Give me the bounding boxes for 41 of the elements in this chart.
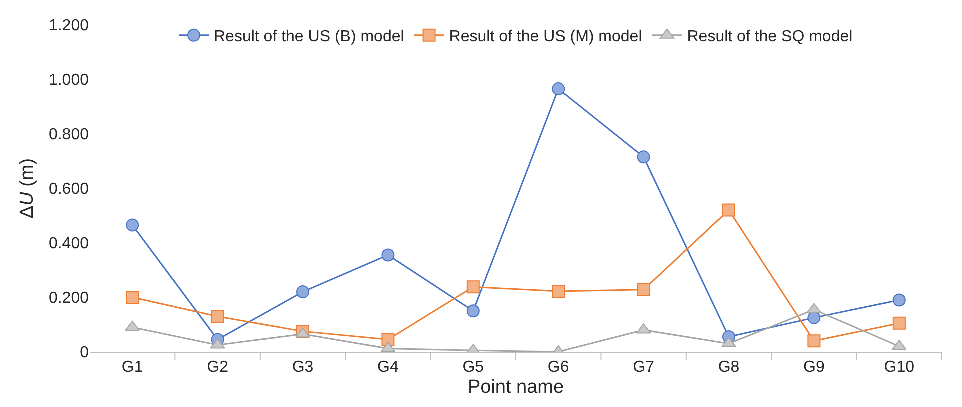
point: [126, 218, 140, 232]
point: [722, 204, 736, 217]
y-tick-label: 0.800: [48, 126, 90, 144]
x-tick-label: G4: [378, 359, 399, 376]
point: [466, 304, 480, 318]
x-tick-label: G2: [207, 359, 229, 376]
y-axis-title: ΔU (m): [16, 158, 38, 219]
point: [637, 150, 650, 164]
point: [552, 82, 566, 96]
point: [722, 337, 736, 348]
x-tick-label: G5: [462, 359, 484, 376]
point: [296, 328, 310, 338]
point: [808, 334, 821, 348]
legend-label: Result of the US (M) model: [449, 28, 642, 46]
y-tick-label: 0.400: [48, 236, 90, 253]
point: [211, 310, 224, 324]
x-tick-label: G8: [718, 359, 740, 376]
point: [382, 248, 395, 262]
point: [808, 311, 821, 324]
point: [552, 285, 566, 298]
point: [296, 286, 310, 299]
point: [892, 294, 906, 307]
x-tick-label: G10: [884, 359, 915, 376]
x-tick-label: G1: [122, 359, 144, 376]
point: [126, 291, 140, 304]
point: [892, 316, 906, 330]
x-tick-label: G6: [548, 359, 570, 376]
x-tick-label: G9: [804, 359, 825, 376]
point: [382, 333, 395, 346]
y-tick-label: 1.000: [48, 72, 90, 90]
legend-label: Result of the US (B) model: [214, 28, 404, 46]
legend-label: Result of the SQ model: [687, 28, 853, 46]
point: [637, 283, 650, 296]
point: [466, 280, 480, 294]
y-tick-label: 0.600: [48, 181, 90, 198]
x-axis-title: Point name: [468, 377, 564, 398]
y-tick-label: 1.200: [48, 18, 90, 35]
x-tick-label: G7: [633, 359, 655, 376]
y-tick-label: 0.200: [48, 290, 90, 308]
y-tick-label: 0: [80, 344, 90, 362]
x-tick-label: G3: [292, 359, 314, 376]
